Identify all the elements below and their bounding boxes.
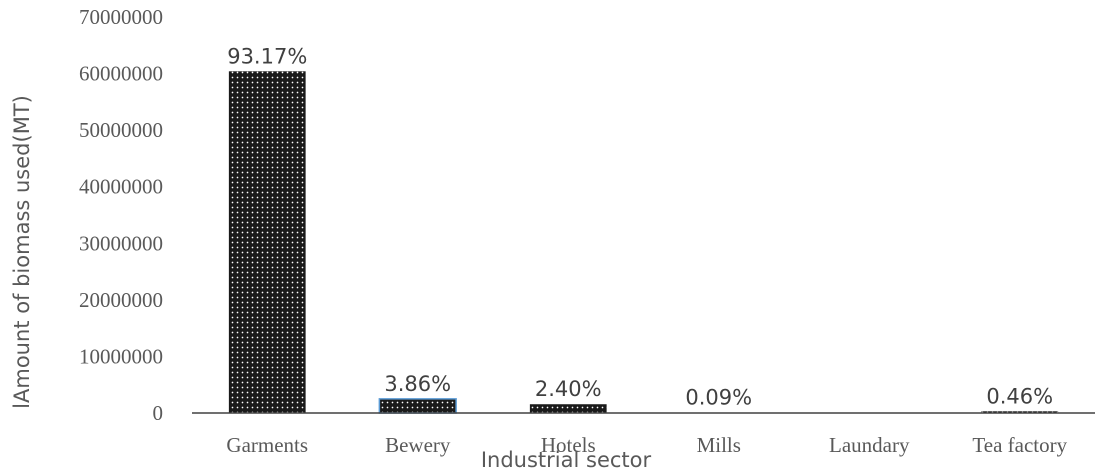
data-label: 93.17% [227, 44, 307, 68]
bar [981, 411, 1059, 413]
y-tick-label: 40000000 [79, 175, 163, 199]
y-tick-label: 0 [153, 401, 164, 425]
category-labels-group: Garments Bewery Hotels Mills Laundary Tea fac… [226, 433, 1067, 457]
data-label: 3.86% [384, 372, 451, 396]
bar [228, 71, 306, 414]
y-tick-label: 20000000 [79, 288, 163, 312]
y-tick-label: 10000000 [79, 344, 163, 368]
bars-group [228, 71, 1059, 414]
y-tick-label: 70000000 [79, 5, 163, 29]
data-label: 0.09% [685, 386, 752, 410]
y-tick-label: 50000000 [79, 118, 163, 142]
bar [378, 398, 457, 414]
y-axis-ticks: 0 10000000 20000000 30000000 40000000 5000000… [79, 5, 163, 425]
data-label: 0.46% [986, 384, 1053, 408]
y-tick-label: 60000000 [79, 62, 163, 86]
category-label: Mills [697, 433, 741, 457]
category-label: Laundary [829, 433, 910, 457]
bar [529, 404, 607, 413]
data-label: 2.40% [535, 377, 602, 401]
category-label: Tea factory [972, 433, 1067, 457]
y-axis-title: lAmount of biomass used(MT) [10, 95, 34, 409]
data-labels-group: 93.17% 3.86% 2.40% 0.09% 0.46% [227, 44, 1053, 409]
category-label: Bewery [385, 433, 451, 457]
x-axis-title: Industrial sector [481, 448, 652, 472]
category-label: Garments [226, 433, 308, 457]
category-label: Hotels [541, 433, 596, 457]
y-tick-label: 30000000 [79, 231, 163, 255]
